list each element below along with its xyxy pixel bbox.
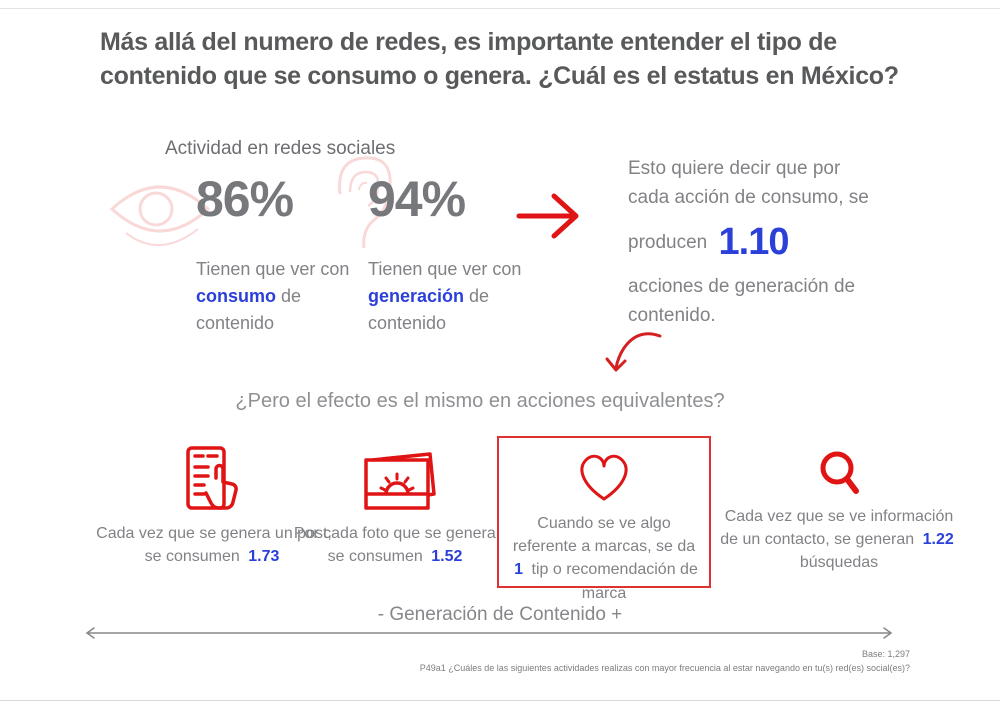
brand-value: 1 [514, 561, 524, 579]
axis-label: - Generación de Contenido + [377, 604, 623, 625]
range-arrow-icon [84, 625, 894, 641]
equivalent-search-text: Cada vez que se ve información de un con… [720, 508, 954, 572]
equivalent-brand-text: Cuando se ve algo referente a marcas, se… [512, 515, 698, 602]
top-divider [0, 8, 1000, 9]
equivalent-photo: Por cada foto que se genera, se consumen… [286, 448, 508, 568]
photos-icon [286, 448, 508, 522]
right-arrow-icon [516, 190, 582, 242]
search-icon [718, 448, 960, 505]
photo-value: 1.52 [431, 548, 463, 566]
ear-icon [330, 150, 396, 254]
equivalent-search: Cada vez que se ve información de un con… [718, 448, 960, 575]
base-note: Base: 1,297 [861, 649, 910, 659]
footnote: Base: 1,297 P49a1 ¿Cuáles de las siguien… [410, 648, 910, 675]
section-question: ¿Pero el efecto es el mismo en acciones … [235, 390, 725, 412]
equivalent-photo-text: Por cada foto que se genera, se consumen… [293, 525, 501, 566]
consumo-highlight: consumo [196, 286, 277, 306]
heart-icon [507, 448, 701, 512]
stat-consumo-value: 86% [196, 171, 294, 227]
page-title: Más allá del numero de redes, es importa… [100, 28, 899, 90]
curved-arrow-icon [602, 328, 666, 378]
stat-generacion-value: 94% [368, 171, 466, 227]
activity-heading: Actividad en redes sociales [165, 138, 396, 159]
equivalent-post-text: Cada vez que se genera un post, se consu… [96, 525, 332, 566]
stat-consumo-text: Tienen que ver con consumo de contenido [196, 259, 350, 333]
source-question: P49a1 ¿Cuáles de las siguientes activida… [419, 662, 910, 673]
search-value: 1.22 [922, 531, 954, 549]
conclusion-text: Esto quiere decir que por cada acción de… [628, 158, 869, 327]
bottom-divider [0, 700, 1000, 701]
equivalent-post: Cada vez que se genera un post, se consu… [88, 444, 340, 568]
generacion-highlight: generación [368, 286, 465, 306]
post-click-icon [88, 444, 340, 522]
stat-generacion-text: Tienen que ver con generación de conteni… [368, 259, 522, 333]
eye-icon [106, 163, 214, 255]
post-value: 1.73 [248, 548, 280, 566]
conclusion-value: 1.10 [718, 220, 790, 263]
equivalent-brand-box: Cuando se ve algo referente a marcas, se… [497, 436, 711, 602]
